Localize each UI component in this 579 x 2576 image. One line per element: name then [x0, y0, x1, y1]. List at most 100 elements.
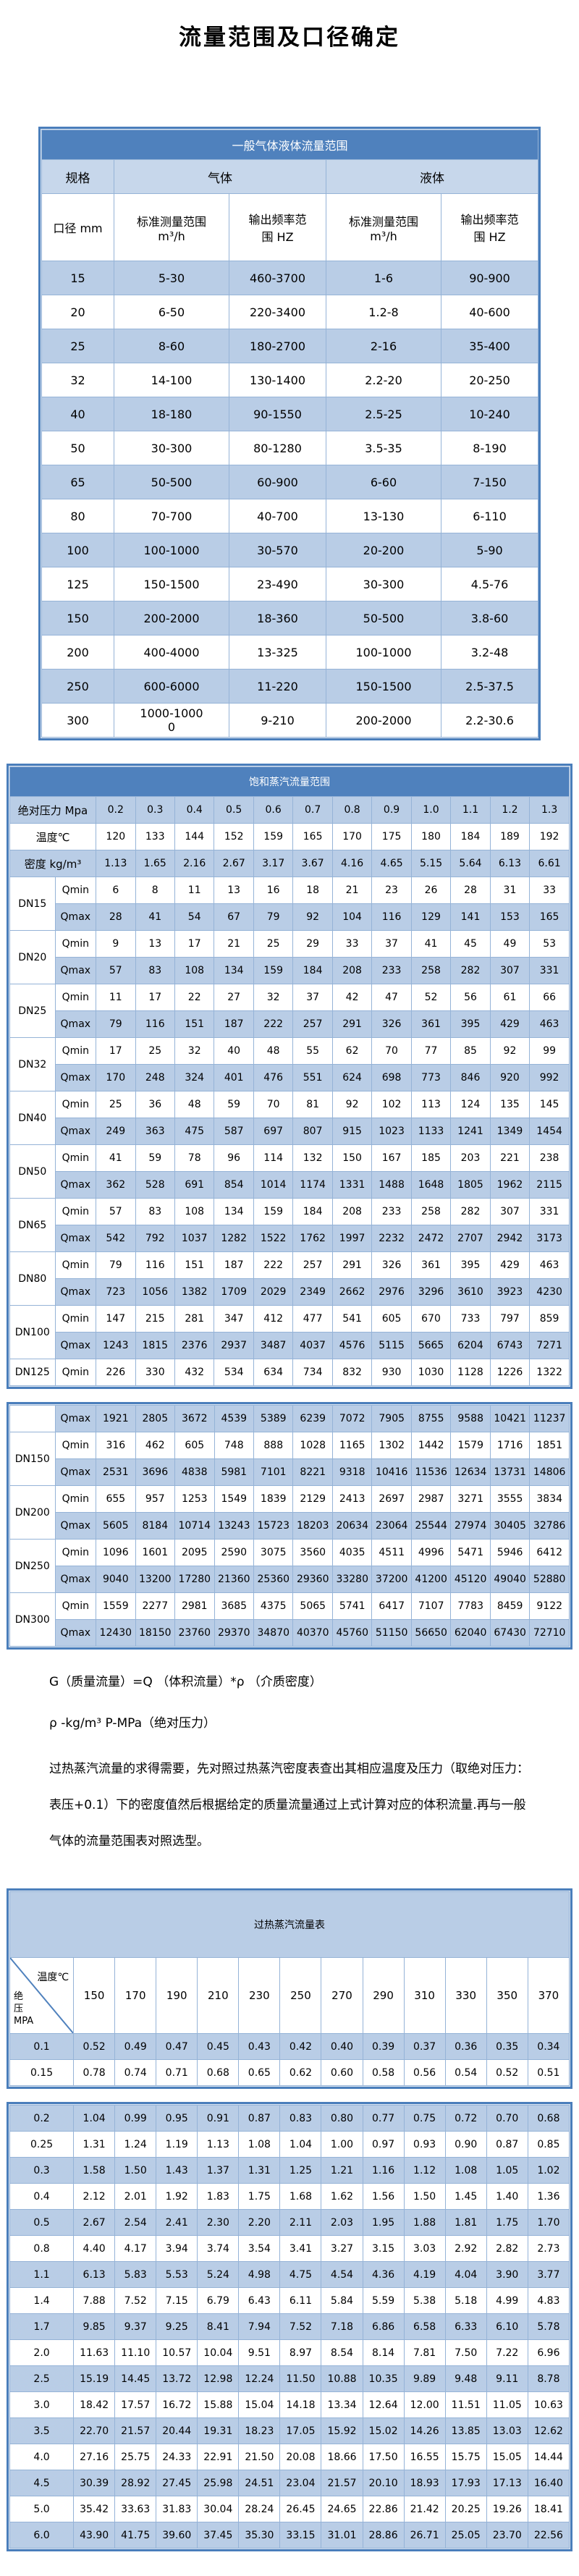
qmin-cell: 1030	[410, 1359, 452, 1386]
density-value-cell: 0.93	[403, 2131, 446, 2158]
qmax-cell: 9588	[450, 1405, 491, 1432]
diameter-cell: 65	[41, 465, 114, 499]
value-cell: 130-1400	[229, 363, 326, 397]
density-value-cell: 1.95	[362, 2209, 405, 2236]
temperature-axis-label: 温度℃	[37, 1972, 69, 1983]
density-value-cell: 11.05	[486, 2391, 528, 2418]
qmin-cell: 147	[96, 1305, 136, 1333]
value-cell: 90-1550	[229, 397, 326, 431]
qmin-cell: 85	[450, 1037, 491, 1065]
qmin-cell: 41	[96, 1144, 136, 1172]
value-cell: 100-1000	[326, 635, 441, 670]
density-value-cell: 0.80	[321, 2105, 363, 2132]
density-value-cell: 3.74	[197, 2235, 240, 2262]
qmax-cell: 463	[529, 1010, 570, 1038]
density-value-cell: 1.62	[321, 2183, 363, 2210]
density-value-cell: 26.45	[279, 2496, 322, 2522]
qmin-cell: 134	[214, 1198, 254, 1225]
pressure-label-cell: 1.7	[9, 2313, 75, 2340]
value-cell: 23-490	[229, 567, 326, 601]
qmax-cell: 7271	[529, 1332, 570, 1359]
qmin-cell: 150	[331, 1144, 373, 1172]
pressure-label-cell: 3.0	[9, 2391, 75, 2418]
table-row: 密度 kg/m³ 1.13 1.65 2.16 2.67 3.17 3.67 4.16 4.65…	[9, 850, 570, 877]
density-value-cell: 1.58	[73, 2157, 116, 2184]
qmax-cell: 1241	[450, 1118, 491, 1145]
qmin-cell: 5946	[489, 1539, 531, 1566]
qmax-label: Qmax	[54, 1458, 97, 1486]
qmax-cell: 159	[253, 957, 294, 984]
qmin-cell: 33	[529, 877, 570, 904]
density-value-cell: 9.48	[444, 2365, 487, 2392]
temperature-column-header: 270	[321, 1957, 363, 2034]
qmin-cell: 5065	[292, 1592, 333, 1620]
qmax-cell: 1023	[371, 1118, 412, 1145]
density-value-cell: 1.12	[403, 2157, 446, 2184]
qmax-cell: 33280	[331, 1566, 373, 1593]
qmin-cell: 57	[96, 1198, 136, 1225]
qmax-cell: 233	[371, 957, 412, 984]
qmax-cell: 1488	[371, 1171, 412, 1199]
qmin-cell: 2981	[174, 1592, 215, 1620]
header-value-cell: 144	[174, 823, 215, 850]
table-row: 4.0 27.16 25.75 24.33 22.91 21.50 20.08 18.66 17…	[9, 2444, 570, 2470]
qmin-cell: 5471	[450, 1539, 491, 1566]
value-cell: 6-110	[440, 499, 539, 533]
qmin-cell: 55	[292, 1037, 333, 1065]
density-value-cell: 11.63	[73, 2339, 116, 2366]
pressure-label-cell: 0.15	[9, 2059, 75, 2086]
dn-label: DN100	[9, 1305, 56, 1359]
density-value-cell: 1.02	[527, 2157, 570, 2184]
density-value-cell: 31.01	[321, 2522, 363, 2548]
general-flow-table: 一般气体液体流量范围 规格 气体 液体 口径 mm 标准测量范围 m³/h 输出…	[38, 127, 541, 740]
table-row: DN15 Qmin 6 8 11 13 16 18 21 23 26 28 31 33	[9, 877, 570, 931]
diameter-cell: 80	[41, 499, 114, 533]
qmin-cell: 463	[529, 1251, 570, 1279]
density-value-cell: 12.62	[527, 2417, 570, 2444]
qmax-cell: 92	[292, 903, 333, 931]
header-value-cell: 0.3	[135, 796, 175, 824]
density-value-cell: 7.22	[486, 2339, 528, 2366]
qmin-cell: 1028	[292, 1432, 333, 1459]
pressure-label-cell: 0.25	[9, 2131, 75, 2158]
liquid-freq-range-header: 输出频率范 围 HZ	[440, 193, 539, 261]
density-value-cell: 1.16	[362, 2157, 405, 2184]
qmax-cell: 52880	[529, 1566, 570, 1593]
density-value-cell: 2.01	[114, 2183, 157, 2210]
qmin-cell: 2413	[331, 1485, 373, 1513]
density-value-cell: 15.75	[444, 2444, 487, 2470]
density-value-cell: 8.14	[362, 2339, 405, 2366]
qmin-cell: 49	[489, 930, 531, 958]
density-value-cell: 20.44	[156, 2417, 198, 2444]
qmin-cell: 42	[331, 984, 373, 1011]
qmin-cell: 145	[529, 1091, 570, 1118]
qmax-cell: 7072	[331, 1405, 373, 1432]
qmin-cell: 3555	[489, 1485, 531, 1513]
table-row: 3.5 22.70 21.57 20.44 19.31 18.23 17.05 15.92 15…	[9, 2417, 570, 2444]
qmin-cell: 3271	[450, 1485, 491, 1513]
header-value-cell: 0.7	[292, 796, 333, 824]
density-value-cell: 7.81	[403, 2339, 446, 2366]
qmin-cell: 832	[331, 1359, 373, 1386]
density-value-cell: 2.12	[73, 2183, 116, 2210]
qmin-cell: 203	[450, 1144, 491, 1172]
qmin-cell: 47	[371, 984, 412, 1011]
qmin-cell: 13	[135, 930, 175, 958]
qmax-cell: 248	[135, 1064, 175, 1091]
density-value-cell: 5.53	[156, 2261, 198, 2288]
qmin-cell: 4035	[331, 1539, 373, 1566]
density-value-cell: 7.50	[444, 2339, 487, 2366]
qmin-cell: 45	[450, 930, 491, 958]
qmax-cell: 1522	[253, 1225, 294, 1252]
table-row: 绝对压力 Mpa 0.2 0.3 0.4 0.5 0.6 0.7 0.8 0.9 1.0 1.1 1.…	[9, 796, 570, 824]
qmax-label: Qmax	[54, 1619, 97, 1647]
header-value-cell: 159	[253, 823, 294, 850]
qmin-cell: 52	[410, 984, 452, 1011]
qmin-cell: 25	[253, 930, 294, 958]
qmin-cell: 221	[489, 1144, 531, 1172]
density-value-cell: 3.54	[238, 2235, 281, 2262]
header-value-cell: 170	[331, 823, 373, 850]
density-value-cell: 6.33	[444, 2313, 487, 2340]
gas-measure-range-header: 标准测量范围 m³/h	[114, 193, 229, 261]
qmax-cell: 362	[96, 1171, 136, 1199]
